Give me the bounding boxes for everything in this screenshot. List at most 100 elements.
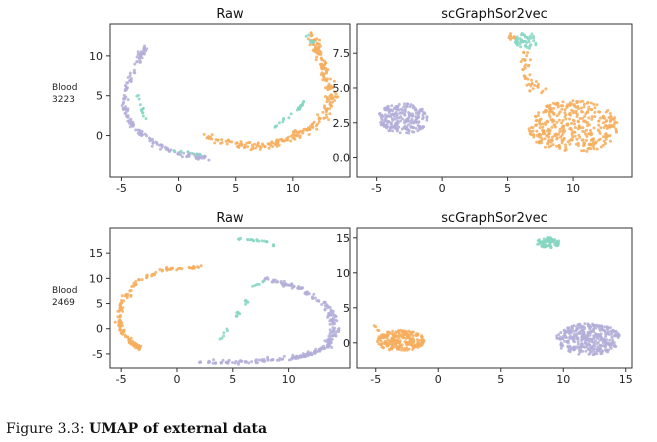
data-point-orange bbox=[597, 123, 601, 127]
data-point-orange bbox=[587, 123, 591, 127]
y-tick-label: 0 bbox=[96, 323, 103, 336]
data-point-orange bbox=[589, 107, 593, 111]
data-point-teal bbox=[246, 238, 250, 242]
data-point-teal bbox=[528, 44, 532, 48]
data-point-orange bbox=[323, 86, 327, 90]
data-point-orange bbox=[397, 341, 401, 345]
data-point-purple bbox=[595, 323, 598, 327]
data-point-orange bbox=[574, 105, 578, 109]
data-point-purple bbox=[394, 121, 398, 125]
y-tick-label: -5 bbox=[92, 348, 103, 361]
data-point-orange bbox=[546, 129, 549, 133]
data-point-orange bbox=[582, 102, 586, 106]
data-point-teal bbox=[222, 331, 226, 335]
data-point-teal bbox=[282, 117, 286, 120]
data-point-purple bbox=[390, 104, 394, 108]
data-point-teal bbox=[526, 46, 529, 49]
data-point-purple bbox=[148, 137, 152, 141]
data-point-purple bbox=[387, 129, 391, 133]
data-point-orange bbox=[563, 129, 567, 133]
data-point-purple bbox=[290, 286, 294, 290]
data-point-purple bbox=[134, 128, 138, 132]
data-point-purple bbox=[578, 349, 582, 353]
data-point-orange bbox=[546, 142, 550, 146]
data-point-purple bbox=[587, 340, 591, 344]
data-point-orange bbox=[519, 60, 523, 64]
data-point-purple bbox=[128, 71, 132, 75]
data-point-orange bbox=[552, 106, 556, 110]
data-point-orange bbox=[403, 348, 407, 352]
x-tick-label: 5 bbox=[497, 373, 504, 386]
data-point-orange bbox=[230, 140, 234, 144]
data-point-purple bbox=[578, 332, 581, 336]
data-point-orange bbox=[319, 50, 323, 54]
data-point-orange bbox=[521, 68, 525, 72]
data-point-teal bbox=[521, 33, 525, 36]
data-point-orange bbox=[409, 338, 413, 342]
data-point-teal bbox=[544, 243, 548, 247]
data-point-purple bbox=[187, 154, 191, 158]
data-point-orange bbox=[533, 84, 537, 87]
data-point-purple bbox=[563, 339, 566, 343]
data-point-orange bbox=[309, 34, 313, 38]
data-point-purple bbox=[120, 104, 124, 107]
data-point-purple bbox=[207, 360, 211, 364]
data-point-purple bbox=[332, 321, 336, 325]
data-point-purple bbox=[403, 113, 407, 117]
data-point-orange bbox=[580, 149, 584, 153]
data-point-purple bbox=[250, 360, 254, 364]
data-point-purple bbox=[605, 348, 609, 352]
data-point-teal bbox=[534, 43, 538, 47]
x-tick-label: 5 bbox=[232, 182, 239, 195]
data-point-orange bbox=[535, 140, 539, 144]
data-point-orange bbox=[280, 139, 284, 143]
data-point-purple bbox=[313, 351, 317, 355]
data-point-orange bbox=[385, 336, 389, 340]
data-point-orange bbox=[595, 103, 599, 107]
data-point-purple bbox=[330, 346, 334, 349]
data-point-purple bbox=[414, 111, 418, 115]
data-point-purple bbox=[158, 143, 162, 147]
data-point-orange bbox=[321, 110, 325, 114]
data-point-purple bbox=[328, 319, 332, 323]
data-point-purple bbox=[580, 328, 584, 332]
data-point-orange bbox=[608, 123, 611, 127]
data-point-purple bbox=[558, 335, 562, 339]
data-point-purple bbox=[407, 119, 411, 123]
data-point-purple bbox=[141, 52, 145, 55]
data-point-purple bbox=[316, 349, 320, 353]
data-point-orange bbox=[292, 130, 296, 134]
data-point-orange bbox=[336, 95, 340, 99]
data-point-orange bbox=[316, 122, 319, 126]
data-point-orange bbox=[415, 342, 419, 346]
data-point-purple bbox=[150, 144, 154, 148]
data-point-orange bbox=[532, 133, 536, 137]
data-point-teal bbox=[220, 336, 224, 340]
data-point-purple bbox=[128, 125, 132, 129]
data-point-purple bbox=[281, 282, 285, 286]
data-point-orange bbox=[571, 99, 575, 103]
data-point-orange bbox=[530, 78, 534, 82]
data-point-purple bbox=[133, 62, 137, 66]
data-point-purple bbox=[145, 47, 149, 51]
data-point-orange bbox=[534, 80, 538, 83]
data-point-orange bbox=[576, 141, 580, 145]
x-tick-label: 5 bbox=[229, 373, 236, 386]
data-point-purple bbox=[310, 353, 314, 357]
data-point-orange bbox=[129, 342, 133, 346]
data-point-orange bbox=[510, 36, 514, 40]
data-point-purple bbox=[603, 325, 607, 329]
data-point-orange bbox=[394, 335, 398, 339]
data-point-orange bbox=[307, 133, 311, 136]
data-point-purple bbox=[593, 334, 597, 338]
data-point-orange bbox=[401, 334, 405, 338]
data-point-purple bbox=[576, 340, 580, 344]
data-point-orange bbox=[411, 344, 415, 348]
data-point-purple bbox=[124, 105, 127, 109]
data-point-orange bbox=[322, 65, 325, 69]
data-point-orange bbox=[405, 348, 409, 352]
data-point-orange bbox=[547, 132, 551, 136]
data-point-purple bbox=[328, 340, 332, 344]
data-point-purple bbox=[379, 114, 383, 118]
data-point-purple bbox=[123, 87, 127, 91]
